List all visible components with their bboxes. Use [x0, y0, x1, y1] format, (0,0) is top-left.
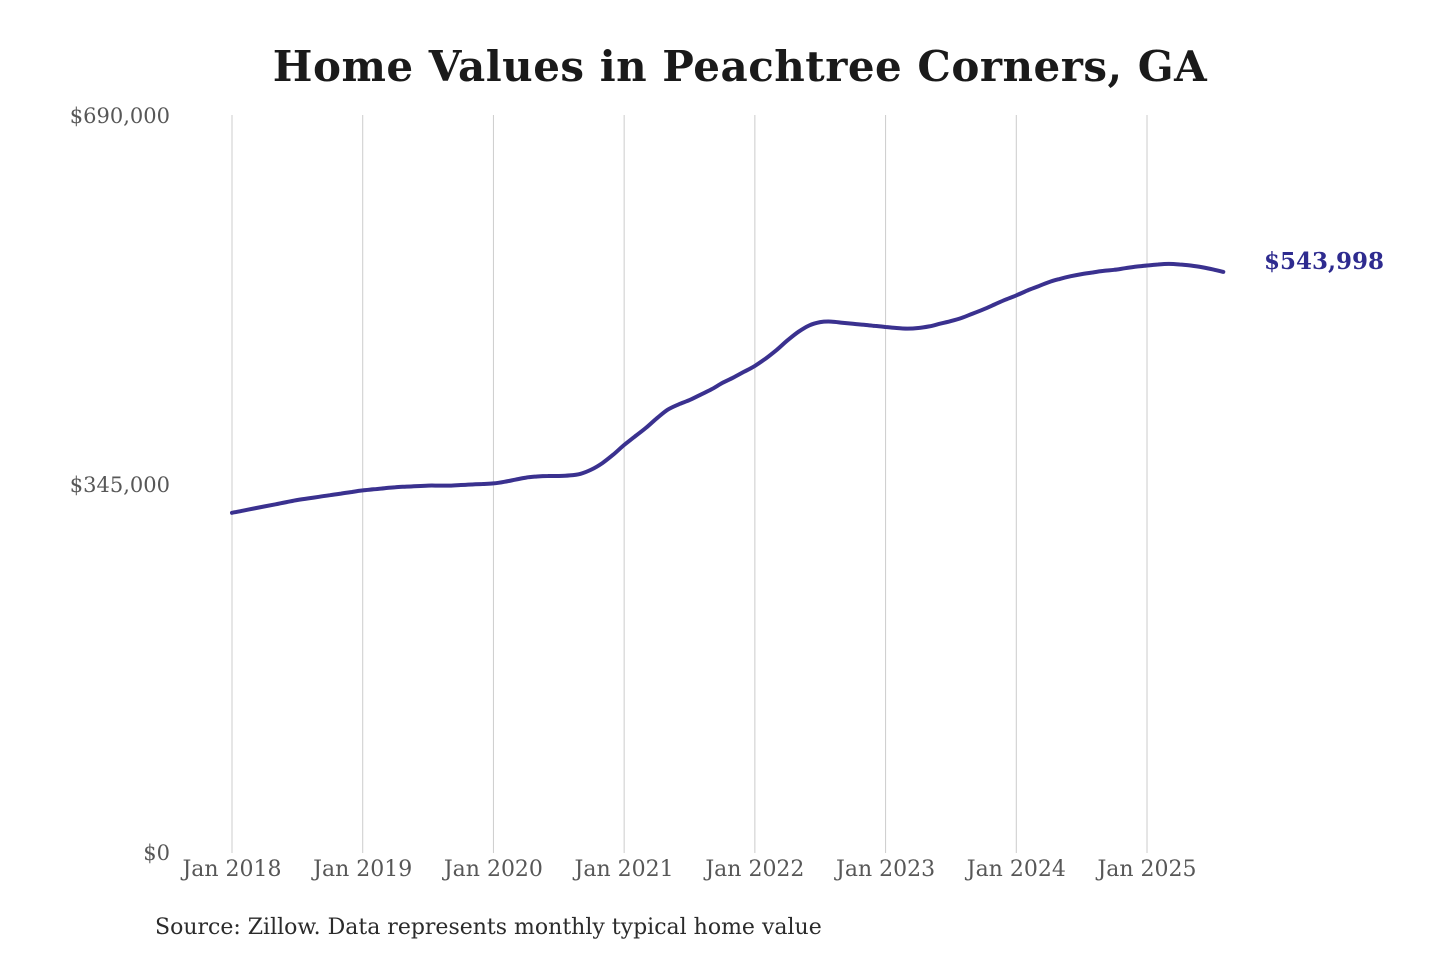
x-tick-label: Jan 2024	[966, 857, 1066, 882]
x-tick-label: Jan 2021	[574, 857, 674, 882]
chart-title: Home Values in Peachtree Corners, GA	[272, 42, 1208, 91]
latest-value-label: $543,998	[1264, 247, 1385, 275]
x-tick-label: Jan 2018	[182, 857, 282, 882]
y-tick-label: $690,000	[69, 104, 170, 128]
x-tick-label: Jan 2020	[443, 857, 543, 882]
x-tick-label: Jan 2022	[705, 857, 805, 882]
y-tick-label: $0	[143, 841, 170, 865]
source-note: Source: Zillow. Data represents monthly …	[155, 915, 822, 940]
x-tick-label: Jan 2019	[313, 857, 413, 882]
x-tick-label: Jan 2025	[1097, 857, 1197, 882]
y-tick-label: $345,000	[69, 472, 170, 497]
home-value-line-series	[230, 261, 1226, 515]
gridlines	[231, 115, 1148, 853]
x-tick-label: Jan 2023	[836, 857, 936, 882]
